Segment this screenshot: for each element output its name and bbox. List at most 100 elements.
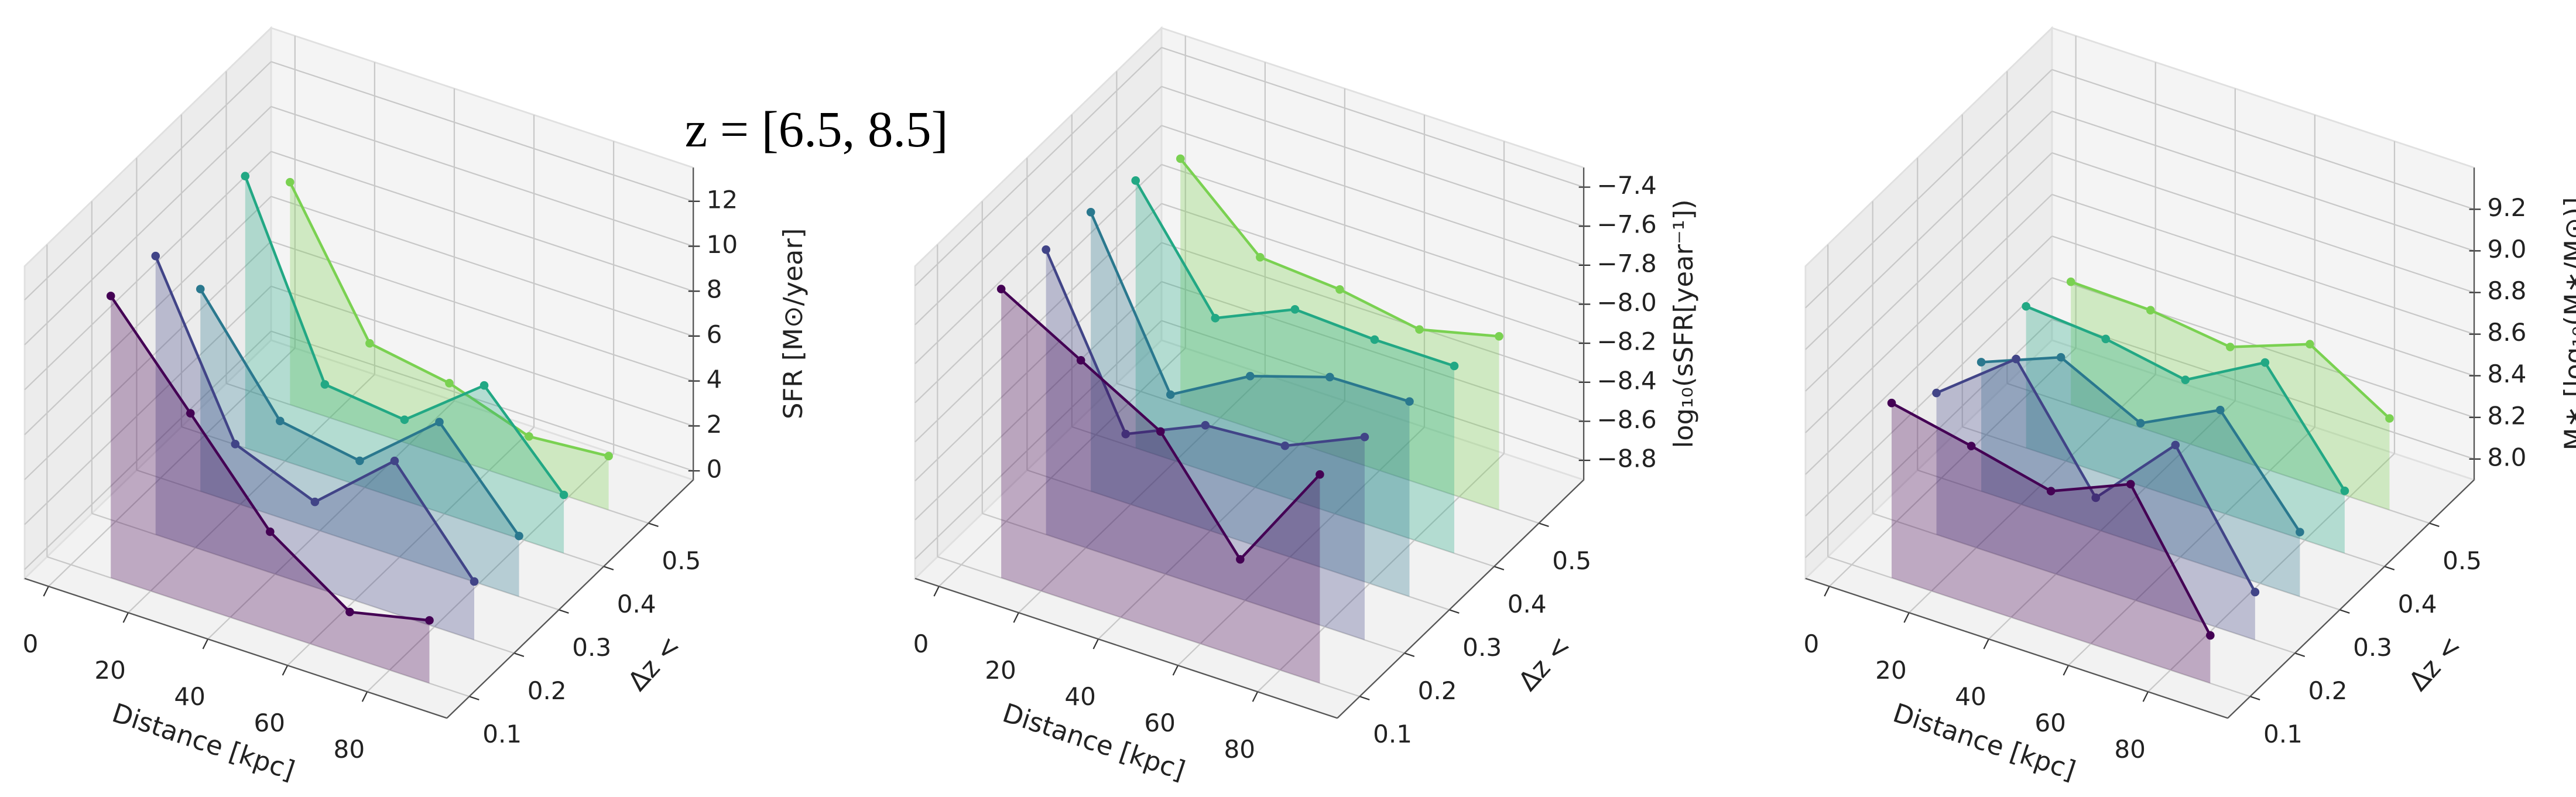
marker [1042,245,1050,254]
marker [355,456,364,466]
x-tick [933,586,940,597]
grid-line [24,61,272,300]
y-tick-label: 8 [707,275,722,304]
marker [2216,405,2225,415]
grid-line [1827,556,2250,697]
marker [2250,587,2260,597]
area [1892,403,2211,683]
x-tick [1824,586,1830,597]
grid-line [1026,469,1450,611]
area [1180,159,1499,510]
dz-tick [2429,522,2440,528]
grid-line [1161,163,1584,305]
grid-line [1805,69,2053,309]
grid-line [1257,453,1505,693]
x-tick [1013,612,1019,623]
dz-tick-label: 0.3 [1462,633,1502,662]
marker [2126,480,2135,489]
dz-tick-label: 0.4 [617,590,656,618]
y-tick-label: −8.4 [1597,366,1657,395]
panel: 0 20 40 60 80 0.10.20.30.40.5 −8.8 −8.6 −8.4 −8.2… [913,26,1699,786]
dz-tick [2294,652,2306,657]
marker [231,440,240,449]
y-tick-label: 12 [707,185,738,214]
grid-line [226,382,649,524]
y-tick-label: −8.6 [1597,405,1657,434]
axis-line [1337,479,1584,719]
marker [604,451,613,461]
grid-line [136,469,559,611]
grid-line [1917,469,2340,611]
grid-line [2051,235,2475,377]
grid-line [937,556,1360,697]
marker [2306,340,2314,349]
grid-line [270,150,694,292]
y-tick-label: 8.4 [2487,360,2526,388]
x-tick [202,638,209,649]
area [245,176,564,553]
marker [1076,355,1085,365]
grid-line [1988,400,2236,640]
marker [1246,371,1255,381]
axis-line [1805,577,2228,719]
y-tick-label: 9.0 [2487,235,2526,264]
dz-tick [469,696,479,700]
grid-line [2051,110,2475,252]
x-tick [1172,665,1179,676]
side-pane [1804,26,2053,581]
x-tick [43,586,49,597]
dz-tick-label: 0.4 [2398,590,2437,618]
marker [2181,375,2190,384]
grid-line [1805,152,2053,392]
grid-line [1161,46,1584,188]
grid-line [24,150,272,391]
area [290,182,609,510]
marker [1131,176,1140,185]
y-tick-label: −8.2 [1597,327,1657,356]
marker [1201,420,1210,430]
y-tick-label: 8.2 [2487,401,2526,430]
grid-line [1805,277,2053,516]
y-tick-label: 2 [707,410,722,439]
x-tick-label: 0 [23,630,39,658]
grid-line [938,347,1186,587]
marker [151,251,160,261]
axis-line [2227,479,2475,719]
area [2026,306,2345,553]
marker [515,531,523,541]
y-tick-label: 8.8 [2487,276,2526,305]
marker [1280,441,1290,450]
dz-tick [1359,696,1370,700]
grid-line [2006,382,2430,524]
marker [345,607,354,617]
marker [1360,432,1369,442]
grid-line [1909,374,2156,614]
grid-line [287,426,535,666]
grid-line [2051,69,2475,210]
grid-line [47,556,470,697]
panel: 0 20 40 60 80 0.10.20.30.40.5 8.0 8.2 8.4 8.6 8.8 9… [1803,26,2576,786]
marker [2171,440,2180,450]
marker [1211,313,1220,323]
x-tick-label: 40 [174,682,205,711]
grid-line [1962,426,2385,567]
grid-line [1805,194,2053,433]
grid-line [1161,242,1584,383]
marker [2226,343,2235,351]
x-tick-label: 40 [1955,682,1986,711]
grid-line [1177,426,1425,666]
x-tick [122,612,129,623]
x-tick-label: 20 [985,656,1016,685]
grid-line [914,85,1162,326]
marker [2056,353,2065,362]
dz-tick [2250,696,2260,700]
dz-tick-label: 0.1 [1373,720,1412,748]
panel: 0204060800.10.20.30.40.5024681012Distanc… [23,26,809,786]
marker [320,380,330,389]
marker [1967,442,1976,450]
grid-line [366,453,614,693]
grid-line [1161,85,1584,227]
grid-line [181,426,604,567]
y-tick-label: 8.0 [2487,443,2526,471]
marker [2066,277,2075,286]
